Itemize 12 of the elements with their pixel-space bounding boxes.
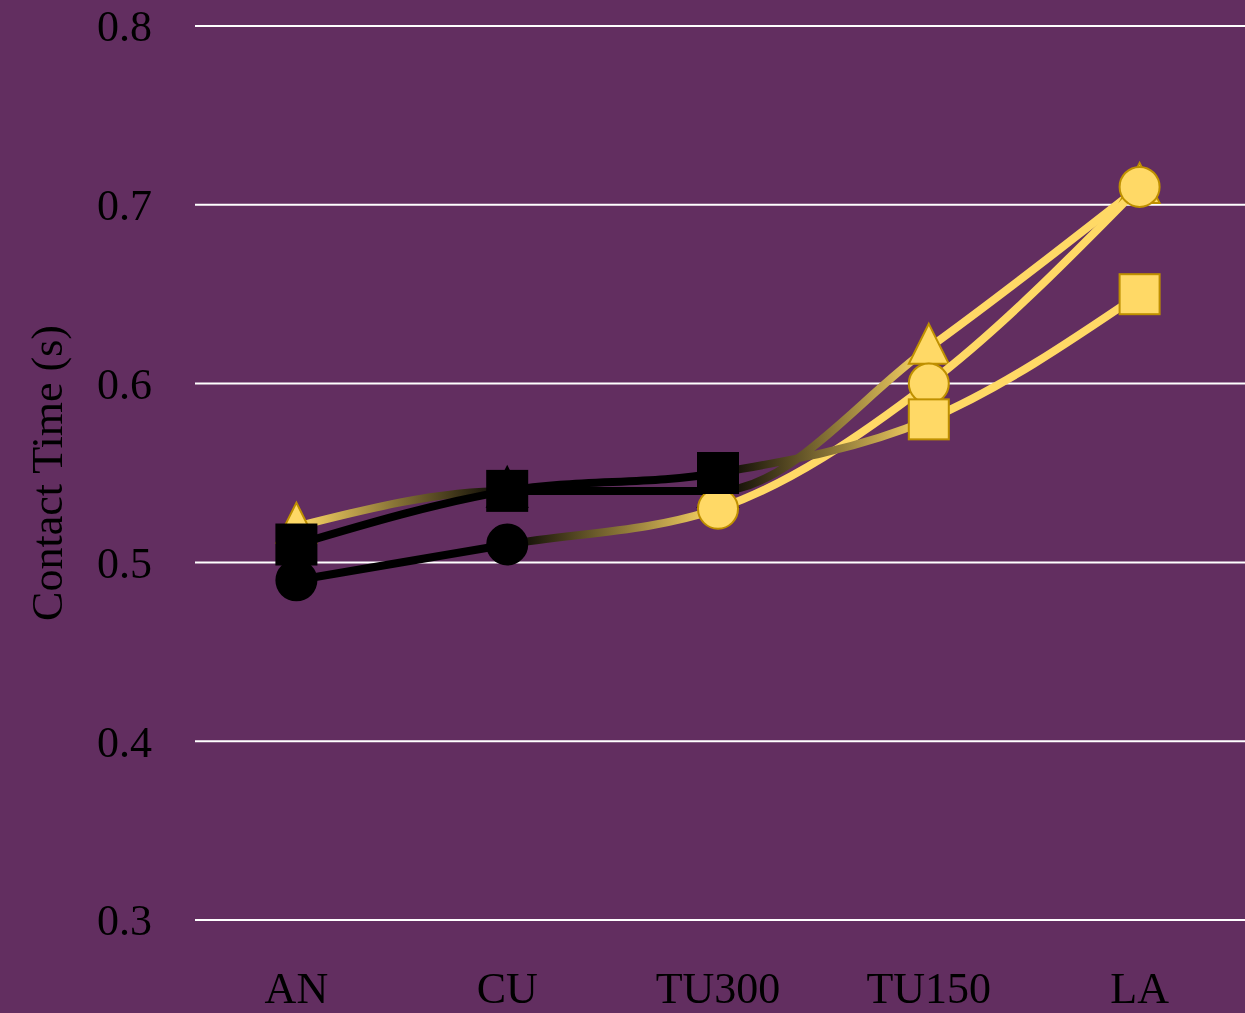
y-tick-label: 0.7 [97, 181, 152, 231]
x-tick-label: TU150 [866, 964, 992, 1013]
y-tick-label: 0.5 [97, 538, 152, 588]
y-tick-label: 0.4 [97, 717, 152, 767]
x-tick-label: TU300 [655, 964, 781, 1013]
x-tick-label: CU [476, 964, 538, 1013]
x-tick-label: AN [264, 964, 329, 1013]
y-axis-title: Contact Time (s) [23, 325, 72, 621]
x-tick-label: LA [1110, 964, 1170, 1013]
y-tick-label: 0.6 [97, 360, 152, 409]
y-tick-label: 0.8 [97, 2, 152, 52]
y-tick-label: 0.3 [97, 896, 152, 946]
